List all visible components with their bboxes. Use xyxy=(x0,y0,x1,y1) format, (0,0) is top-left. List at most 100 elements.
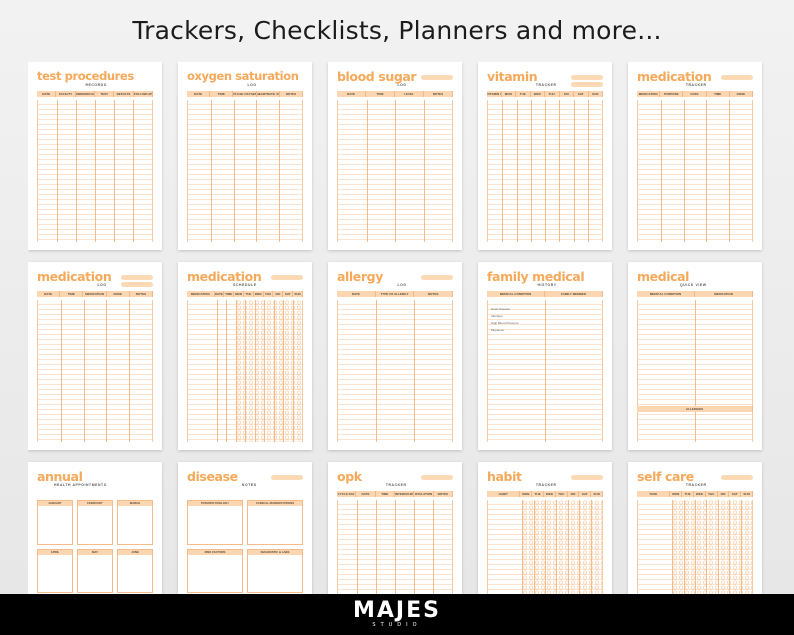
column-divider xyxy=(433,500,434,594)
column-header: NOTES xyxy=(280,91,304,97)
planner-card[interactable]: blood sugar LOG DATE TIME LEVEL NOTES xyxy=(328,62,462,250)
card-title: test procedures xyxy=(37,69,134,83)
card-title: annual xyxy=(37,469,83,484)
column-header: DATE xyxy=(37,291,61,297)
section-box: MAY xyxy=(77,548,113,594)
card-title: medical xyxy=(637,269,690,284)
column-header: THU xyxy=(264,291,274,297)
field-pill xyxy=(721,75,753,80)
table-header: MEDICATION PURPOSE DATE TIME DOSE xyxy=(637,91,754,97)
column-header: FRI xyxy=(568,491,580,497)
table-rows xyxy=(187,300,303,442)
column-header: TIME xyxy=(60,291,84,297)
card-subtitle: HEALTH APPOINTMENTS xyxy=(53,483,107,487)
section-box: JANUARY xyxy=(37,500,73,545)
planner-card[interactable]: self care TRACKER TASK MON TUE WED THU FRI SAT SU… xyxy=(628,462,762,594)
column-header: MEDICAL CONDITION xyxy=(487,291,545,297)
section-boxes: JANUARYFEBRUARYMARCHAPRILMAYJUNEJULYAUGU… xyxy=(37,500,153,594)
table-rows xyxy=(637,300,753,442)
planner-card[interactable]: test procedures RECORDS DATE FACILITY ORDERE… xyxy=(28,62,162,250)
column-header: HEARTRATE / PULSE xyxy=(256,91,280,97)
checkbox-circles xyxy=(672,500,752,594)
section-box: RISK FACTORS xyxy=(187,548,243,594)
column-divider xyxy=(56,100,58,242)
column-header: FRI xyxy=(273,291,284,297)
column-header: TASK xyxy=(637,491,671,497)
section-label: MAY xyxy=(78,549,112,555)
section-label: FEBRUARY xyxy=(78,501,112,506)
table-rows xyxy=(637,100,753,242)
card-title: blood sugar xyxy=(337,69,417,84)
table-header: MEDICATION DATE TIME MON TUE WED THU FRI SAT SUN xyxy=(187,291,303,297)
planner-card[interactable]: family medical HISTORY MEDICAL CONDITION FA… xyxy=(478,262,612,450)
column-divider xyxy=(413,500,415,594)
column-divider xyxy=(356,500,358,594)
field-pill xyxy=(421,275,453,280)
row-label: Allergies xyxy=(491,314,503,318)
planner-card[interactable]: habit TRACKER HABIT MON TUE WED THU FRI SAT SUN xyxy=(478,462,612,594)
table-rows xyxy=(487,500,603,594)
column-divider xyxy=(706,100,707,242)
column-divider xyxy=(106,300,107,442)
column-divider xyxy=(375,500,377,594)
planner-card[interactable]: medication TRACKER MEDICATION PURPOSE DATE TI… xyxy=(628,62,762,250)
column-divider xyxy=(216,300,217,442)
column-header: SAT xyxy=(574,91,589,97)
column-header: NOTES xyxy=(130,291,154,297)
card-subtitle: LOG xyxy=(97,283,107,287)
card-subtitle: NOTES xyxy=(241,483,257,487)
column-header: MEDICATION xyxy=(187,291,215,297)
table-rows xyxy=(487,100,603,242)
planner-card[interactable]: allergy LOG DATE TYPE OF ALLERGY NOTES xyxy=(328,262,462,450)
planner-card[interactable]: opk TRACKER CYCLE DAYDATETIMEINTERCOURSEOV… xyxy=(328,462,462,594)
card-title: self care xyxy=(637,469,694,484)
column-header: OVULATION xyxy=(414,491,434,497)
card-subtitle: TRACKER xyxy=(685,483,707,487)
planner-card[interactable]: medical QUICK VIEW MEDICAL CONDITION MEDICA… xyxy=(628,262,762,450)
table-header: HABIT MON TUE WED THU FRI SAT SUN xyxy=(487,491,603,497)
column-divider xyxy=(423,100,424,242)
column-header: WED xyxy=(544,491,556,497)
section-box: APRIL xyxy=(37,548,73,594)
column-divider xyxy=(695,300,696,442)
card-subtitle: TRACKER xyxy=(535,83,557,87)
card-subtitle: QUICK VIEW xyxy=(680,283,707,287)
field-pill xyxy=(271,475,303,480)
column-divider xyxy=(366,100,367,242)
planner-card[interactable]: annual HEALTH APPOINTMENTS JANUARY FEBRUARY… xyxy=(28,462,162,594)
column-header: FRI xyxy=(718,491,730,497)
table-header: DATE FACILITY ORDERED BY TEST RESULTS FOLLOW-… xyxy=(37,91,153,97)
planner-card[interactable]: disease NOTES PATHOPHYSIOLOGY CLINICAL MANI… xyxy=(178,462,312,594)
field-pill xyxy=(721,475,753,480)
column-divider xyxy=(502,100,503,242)
card-title: vitamin xyxy=(487,69,538,84)
section-label: MARCH xyxy=(118,501,152,506)
planner-card[interactable]: medication LOG DATE TIME MEDICATION DOSE NOTES xyxy=(28,262,162,450)
card-title: family medical xyxy=(487,269,585,284)
column-header: TIME xyxy=(366,91,395,97)
column-header: THU xyxy=(545,91,560,97)
column-header: DATE xyxy=(37,91,57,97)
column-divider xyxy=(587,100,589,242)
column-header: TUE xyxy=(682,491,694,497)
field-pill xyxy=(271,275,303,280)
column-header: SAT xyxy=(579,491,592,497)
column-divider xyxy=(545,100,546,242)
table-header: DATE TIME LEVEL NOTES xyxy=(337,91,453,97)
column-header: FACILITY xyxy=(56,91,76,97)
planner-card[interactable]: oxygen saturation LOG DATE TIME PULSE OXYGEN… xyxy=(178,62,312,250)
column-header: MON xyxy=(502,91,516,97)
column-divider xyxy=(530,100,532,242)
table-rows xyxy=(337,500,453,594)
table-header: MEDICAL CONDITION MEDICATION xyxy=(637,291,753,297)
section-header: ALLERGIES xyxy=(637,406,753,412)
field-pill xyxy=(421,75,453,80)
planner-card[interactable]: medication SCHEDULE MEDICATION DATE TIME MON T… xyxy=(178,262,312,450)
card-subtitle: TRACKER xyxy=(385,483,407,487)
section-box: CLINICAL MANIFESTATIONS xyxy=(247,500,303,545)
card-subtitle: HISTORY xyxy=(537,283,557,287)
card-subtitle: LOG xyxy=(247,83,257,87)
section-box: DIAGNOSTIC & LABS xyxy=(247,548,303,594)
